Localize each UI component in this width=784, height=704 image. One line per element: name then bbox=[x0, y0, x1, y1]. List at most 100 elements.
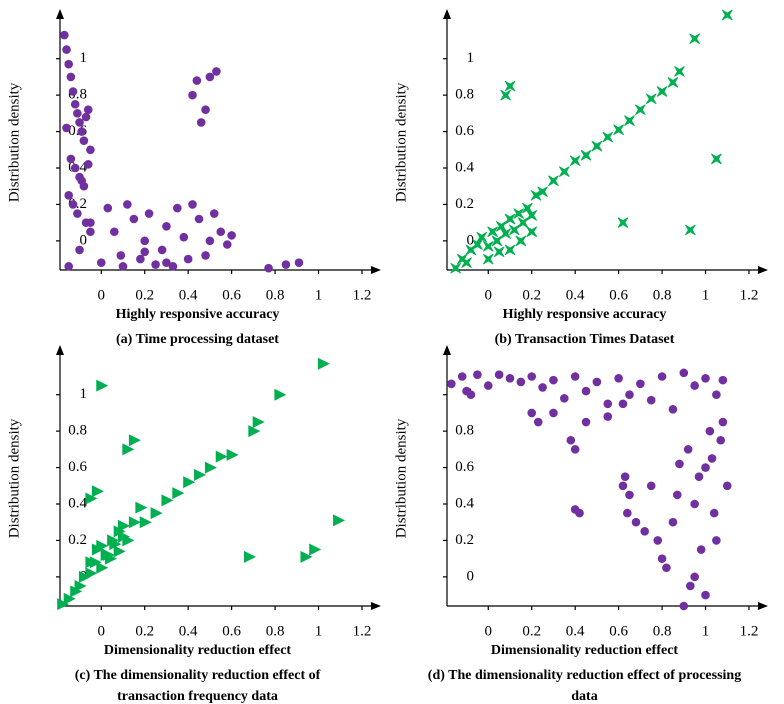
point bbox=[75, 118, 84, 127]
point bbox=[77, 127, 87, 136]
point bbox=[684, 224, 696, 236]
point bbox=[128, 516, 141, 529]
point bbox=[701, 590, 710, 600]
point bbox=[504, 244, 516, 256]
panel: 00.20.40.60.811.200.20.40.60.81Distribut… bbox=[393, 345, 768, 704]
point bbox=[85, 492, 98, 505]
point bbox=[656, 86, 668, 97]
point bbox=[102, 549, 115, 561]
point bbox=[709, 508, 719, 518]
y-tick-label: 0.4 bbox=[455, 495, 474, 511]
x-tick-label: 0.4 bbox=[566, 623, 585, 639]
y-axis-arrow bbox=[443, 345, 451, 355]
point bbox=[711, 153, 722, 165]
point bbox=[462, 386, 471, 396]
x-axis-arrow bbox=[371, 602, 381, 610]
point bbox=[569, 155, 581, 167]
point bbox=[603, 412, 613, 421]
point bbox=[513, 208, 525, 219]
x-tick-label: 1.2 bbox=[353, 287, 372, 303]
point bbox=[690, 499, 699, 509]
point bbox=[694, 472, 704, 481]
x-tick-label: 1.2 bbox=[740, 287, 759, 303]
point bbox=[244, 550, 256, 563]
point bbox=[144, 209, 154, 218]
point bbox=[183, 476, 196, 489]
point bbox=[483, 381, 493, 390]
point bbox=[570, 372, 580, 381]
point bbox=[68, 200, 78, 209]
y-axis-arrow bbox=[56, 9, 64, 19]
point bbox=[110, 227, 119, 237]
x-axis-label: Dimensionality reduction effect bbox=[491, 643, 678, 658]
point bbox=[309, 543, 322, 556]
point bbox=[636, 379, 645, 389]
y-tick-label: 0 bbox=[467, 232, 475, 248]
x-axis-label: Dimensionality reduction effect bbox=[104, 643, 291, 658]
point bbox=[83, 160, 93, 169]
point bbox=[64, 262, 73, 271]
point bbox=[530, 189, 542, 201]
x-tick-label: 1.2 bbox=[740, 623, 759, 639]
caption: transaction frequency data bbox=[117, 689, 278, 704]
x-tick-label: 0.2 bbox=[135, 623, 154, 639]
x-tick-label: 0.4 bbox=[179, 287, 198, 303]
y-tick-label: 0.8 bbox=[455, 423, 474, 439]
point bbox=[640, 527, 649, 536]
point bbox=[333, 514, 346, 527]
x-tick-label: 0 bbox=[98, 623, 106, 639]
point bbox=[631, 517, 641, 527]
point bbox=[494, 370, 504, 379]
point bbox=[150, 507, 163, 520]
x-axis-label: Highly responsive accuracy bbox=[503, 307, 667, 322]
point bbox=[618, 481, 628, 491]
point bbox=[560, 394, 569, 403]
x-tick-label: 0.8 bbox=[653, 623, 672, 639]
point bbox=[194, 214, 204, 224]
point bbox=[75, 245, 84, 255]
point bbox=[204, 461, 217, 474]
y-tick-label: 0 bbox=[80, 232, 88, 248]
y-tick-label: 0.6 bbox=[68, 459, 87, 475]
point bbox=[157, 245, 167, 255]
point bbox=[70, 163, 80, 173]
point bbox=[215, 450, 228, 463]
point bbox=[86, 145, 95, 155]
point bbox=[96, 258, 106, 268]
point bbox=[533, 417, 543, 427]
x-axis-label: Highly responsive accuracy bbox=[116, 307, 280, 322]
y-axis-label: Distribution density bbox=[6, 82, 22, 202]
y-tick-label: 1 bbox=[80, 386, 88, 402]
point bbox=[85, 567, 98, 580]
point bbox=[482, 253, 494, 265]
point bbox=[86, 227, 95, 237]
point bbox=[482, 240, 494, 252]
point bbox=[718, 417, 728, 427]
x-tick-label: 0 bbox=[485, 287, 493, 303]
y-tick-label: 0.6 bbox=[455, 459, 474, 475]
x-axis-arrow bbox=[758, 602, 768, 610]
point bbox=[118, 519, 130, 532]
x-tick-label: 0.4 bbox=[179, 623, 198, 639]
point bbox=[575, 508, 584, 518]
point bbox=[447, 379, 456, 389]
point bbox=[62, 123, 71, 133]
y-tick-label: 0.4 bbox=[455, 159, 474, 175]
x-tick-label: 0.6 bbox=[609, 623, 628, 639]
point bbox=[646, 395, 656, 405]
point bbox=[618, 399, 628, 409]
point bbox=[60, 30, 69, 40]
point bbox=[129, 214, 139, 224]
point bbox=[139, 516, 152, 529]
point bbox=[192, 76, 202, 85]
point bbox=[690, 381, 699, 390]
point bbox=[617, 217, 629, 228]
x-tick-label: 0.6 bbox=[222, 623, 241, 639]
point bbox=[683, 445, 693, 454]
point bbox=[580, 149, 592, 161]
y-tick-label: 0.4 bbox=[68, 495, 87, 511]
point bbox=[63, 592, 76, 605]
point bbox=[515, 235, 527, 247]
point bbox=[188, 90, 197, 100]
caption: (a) Time processing dataset bbox=[116, 332, 279, 347]
